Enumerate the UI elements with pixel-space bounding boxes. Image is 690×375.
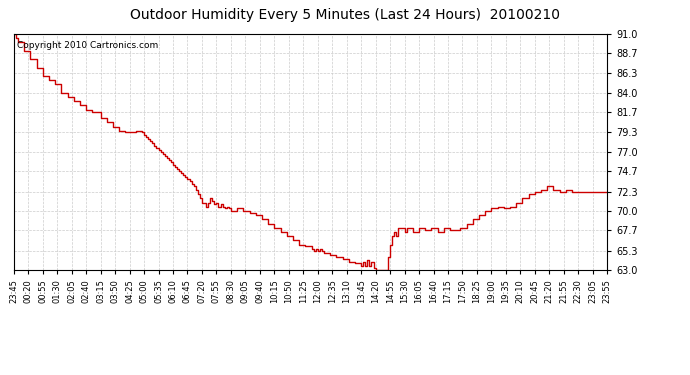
Text: Outdoor Humidity Every 5 Minutes (Last 24 Hours)  20100210: Outdoor Humidity Every 5 Minutes (Last 2… xyxy=(130,8,560,21)
Text: Copyright 2010 Cartronics.com: Copyright 2010 Cartronics.com xyxy=(17,41,158,50)
